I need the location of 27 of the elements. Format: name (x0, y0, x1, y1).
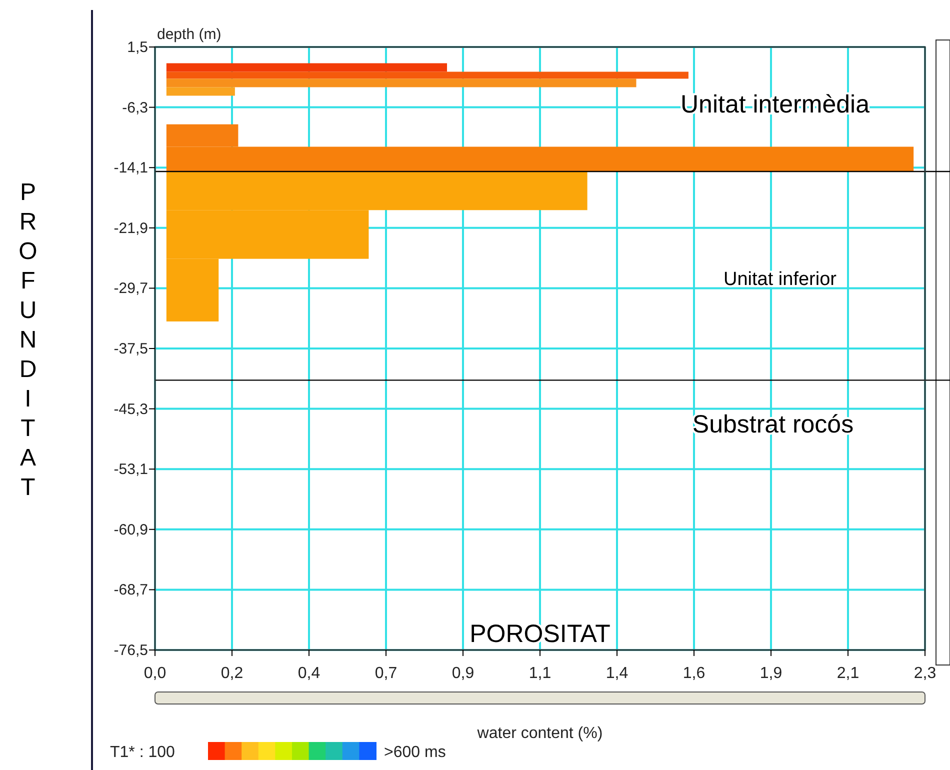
x-tick-label: 1,4 (606, 665, 628, 682)
y-tick-label: -29,7 (114, 280, 148, 298)
x-tick-label: 0,9 (452, 665, 474, 682)
text: depth (m) (157, 26, 222, 43)
x-tick-label: 0,0 (144, 665, 166, 682)
y-tick-label: 1,5 (127, 39, 148, 56)
y-tick-label: -53,1 (114, 461, 148, 478)
text: PROFUNDITAT (18, 179, 38, 501)
x-tick-label: 1,9 (760, 665, 782, 682)
x-tick-label: 0,2 (220, 665, 244, 682)
y-tick-label: -45,3 (114, 400, 148, 418)
x-tick-label: 2,1 (836, 665, 860, 682)
x-axis-title: water content (%) (476, 725, 603, 742)
x-tick-label: 1,1 (528, 665, 552, 682)
text: >600 ms (384, 744, 446, 761)
y-tick-label: -14,1 (114, 160, 148, 177)
text: T1* : 100 (110, 744, 176, 761)
y-tick-label: -76,5 (114, 642, 148, 659)
x-tick-label: 0,7 (374, 665, 398, 682)
y-tick-label: -68,7 (114, 582, 148, 599)
y-tick-label: -21,9 (114, 220, 148, 237)
y-tick-label: -6,3 (122, 99, 148, 116)
y-tick-label: -60,9 (114, 521, 148, 538)
x-tick-label: 1,6 (682, 665, 706, 682)
x-tick-label: 0,4 (298, 665, 320, 682)
x-tick-label: 2,3 (914, 665, 936, 682)
y-tick-label: -37,5 (114, 340, 148, 358)
